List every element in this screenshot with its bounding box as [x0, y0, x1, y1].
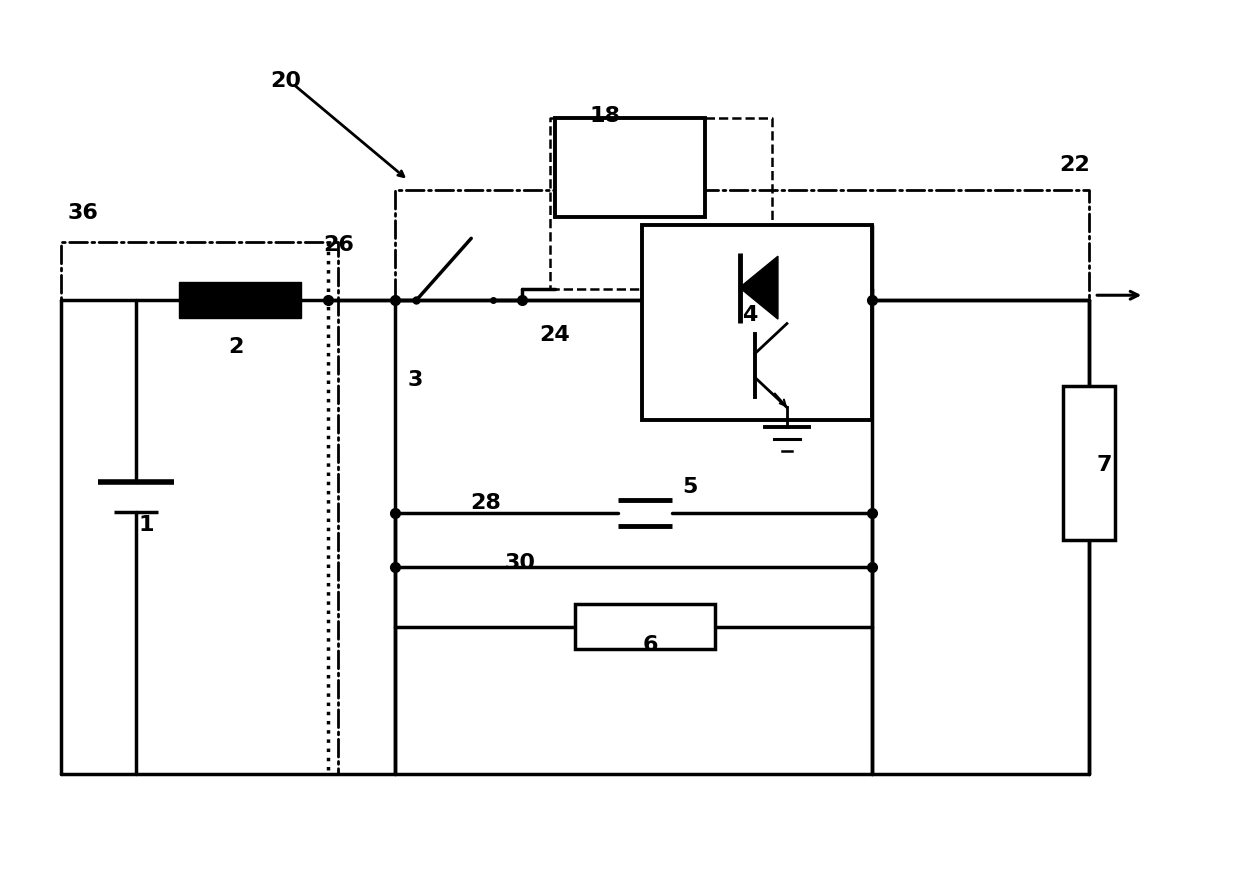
Text: 24: 24	[540, 326, 571, 345]
Text: 2: 2	[228, 337, 244, 357]
Text: 28: 28	[469, 493, 500, 513]
Text: 1: 1	[137, 514, 154, 535]
Text: 7: 7	[1097, 455, 1112, 475]
Text: 22: 22	[1058, 156, 1089, 175]
Text: 6: 6	[643, 634, 657, 654]
Text: 4: 4	[742, 305, 758, 326]
Text: 5: 5	[682, 477, 697, 497]
Bar	[1063, 386, 1115, 541]
Polygon shape	[739, 256, 777, 319]
Bar	[576, 605, 714, 649]
Text: 20: 20	[270, 71, 301, 91]
Bar	[178, 283, 301, 318]
Text: 26: 26	[323, 235, 354, 256]
Bar	[643, 226, 872, 420]
Text: 36: 36	[67, 203, 98, 223]
Text: 18: 18	[589, 106, 620, 125]
Text: 3: 3	[407, 370, 423, 390]
Bar	[555, 117, 704, 217]
Text: 30: 30	[505, 553, 536, 573]
